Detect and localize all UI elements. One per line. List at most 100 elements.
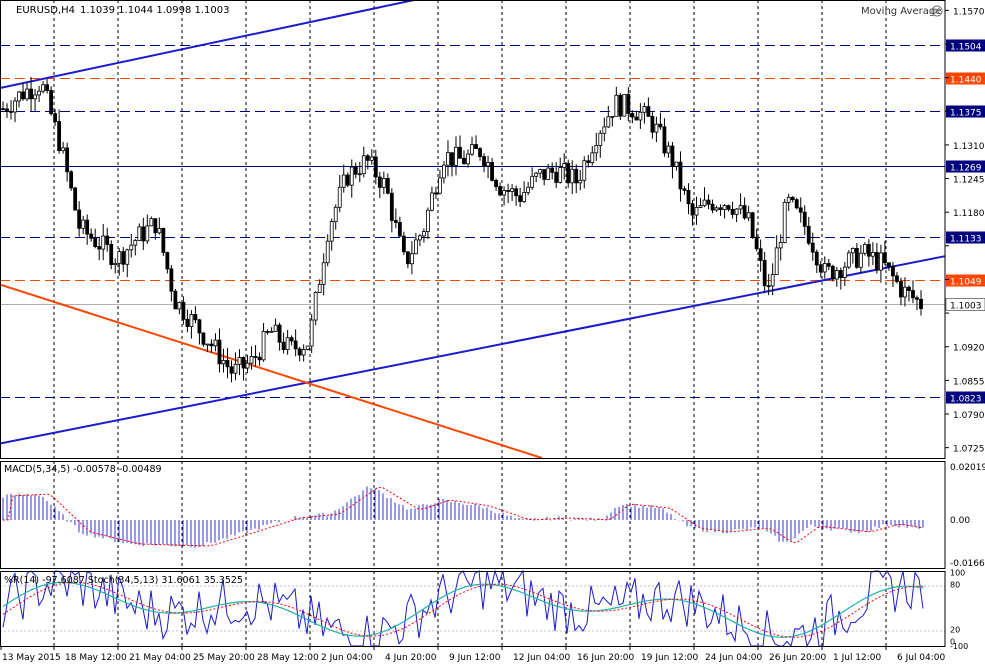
candle-body: [377, 176, 382, 188]
candle-body: [838, 270, 843, 278]
trendlines[interactable]: [0, 0, 946, 459]
candle-body: [919, 298, 923, 310]
close-circle-icon[interactable]: [931, 5, 943, 17]
time-axis-label: 12 Jun 04:00: [513, 653, 570, 663]
stoch-signal-line: [2, 581, 924, 638]
macd-axis-label: -0.01665: [950, 559, 985, 569]
time-axis-label: 24 Jun 04:00: [705, 653, 762, 663]
candle-body: [538, 169, 543, 174]
candle-body: [570, 168, 575, 184]
level-price-label: 1.0823: [950, 395, 982, 405]
candle-body: [494, 179, 498, 188]
candle-body: [674, 161, 679, 167]
osc-axis-label: 80: [950, 581, 960, 590]
candle-body: [65, 147, 70, 173]
candle-body: [710, 203, 715, 211]
ohlc-label: 1.1039 1.1044 1.0998 1.1003: [80, 5, 230, 16]
candle-body: [185, 318, 190, 327]
candle-body: [313, 292, 318, 321]
candle-body: [778, 242, 783, 249]
candle-body: [349, 166, 354, 186]
panel-frame: [0, 571, 946, 647]
candle-body: [157, 227, 162, 234]
time-axis-label: 28 May 12:00: [257, 653, 319, 663]
candle-body: [81, 219, 86, 229]
candle-body: [201, 332, 206, 345]
candle-body: [33, 94, 37, 100]
candle-body: [614, 94, 619, 117]
candle-body: [285, 337, 290, 351]
time-axis-label: 18 May 12:00: [65, 653, 127, 663]
candle-body: [818, 264, 823, 273]
candle-body: [682, 188, 687, 191]
candle-body: [281, 341, 286, 351]
candle-body: [762, 260, 767, 287]
candle-body: [289, 337, 294, 342]
candle-body: [742, 205, 747, 219]
candle-body: [434, 192, 438, 195]
candle-body: [666, 145, 671, 154]
candle-body: [450, 152, 454, 166]
candle-body: [353, 166, 358, 175]
macd-axis-label: 0.00: [950, 516, 970, 526]
candle-body: [422, 231, 426, 237]
candle-body: [133, 240, 138, 246]
candle-body: [874, 252, 879, 271]
candle-body: [754, 236, 759, 250]
candle-body: [550, 167, 555, 173]
candle-body: [622, 94, 627, 117]
horizontal-levels[interactable]: 1.1504 1.1440 1.1375 1.1269 1.1133 1.1049 1.08…: [0, 39, 985, 405]
candle-body: [738, 205, 743, 210]
candle-body: [602, 126, 607, 134]
candle-body: [646, 106, 651, 117]
candle-body: [506, 190, 510, 192]
candle-body: [883, 252, 887, 264]
candle-body: [397, 222, 402, 237]
candle-body: [229, 366, 234, 374]
candle-body: [389, 192, 394, 221]
candle-body: [526, 186, 531, 193]
candle-body: [145, 225, 150, 242]
candle-body: [249, 356, 254, 364]
candle-body: [903, 286, 907, 298]
candle-body: [678, 161, 683, 190]
panel-frame: [0, 0, 946, 459]
candle-body: [277, 324, 282, 343]
candle-body: [333, 206, 338, 222]
candle-body: [554, 171, 559, 183]
candle-body: [734, 208, 739, 215]
candle-body: [73, 187, 78, 211]
osc-axis-label: 100: [950, 569, 965, 578]
level-price-tag: [946, 105, 985, 118]
candle-body: [401, 235, 406, 253]
candle-body: [606, 116, 611, 128]
trendline: [0, 283, 543, 459]
candle-body: [514, 188, 519, 197]
current-price-tag: [945, 298, 985, 311]
price-axis-label: 1.0725: [953, 445, 985, 455]
candle-body: [301, 349, 306, 356]
candle-body: [181, 302, 186, 320]
moving-average-label[interactable]: Moving Average: [861, 6, 941, 17]
candle-body: [638, 111, 643, 121]
candles: [1, 76, 923, 383]
price-axis-label: 1.1570: [953, 7, 985, 17]
candle-body: [879, 252, 883, 271]
candle-body: [69, 171, 74, 189]
osc-axis-label: -100: [950, 642, 968, 651]
price-axis-label: 1.0790: [953, 411, 985, 421]
candle-body: [418, 235, 422, 241]
time-axis-label: 9 Jun 12:00: [449, 653, 501, 663]
candle-body: [534, 172, 539, 177]
candle-body: [670, 145, 675, 167]
candle-body: [798, 207, 803, 213]
candle-body: [850, 248, 855, 254]
candle-body: [205, 343, 210, 346]
candle-body: [446, 152, 450, 166]
candle-body: [125, 249, 130, 265]
candle-body: [17, 91, 21, 102]
candle-body: [385, 177, 390, 194]
candle-body: [650, 116, 655, 133]
candle-body: [233, 363, 238, 374]
